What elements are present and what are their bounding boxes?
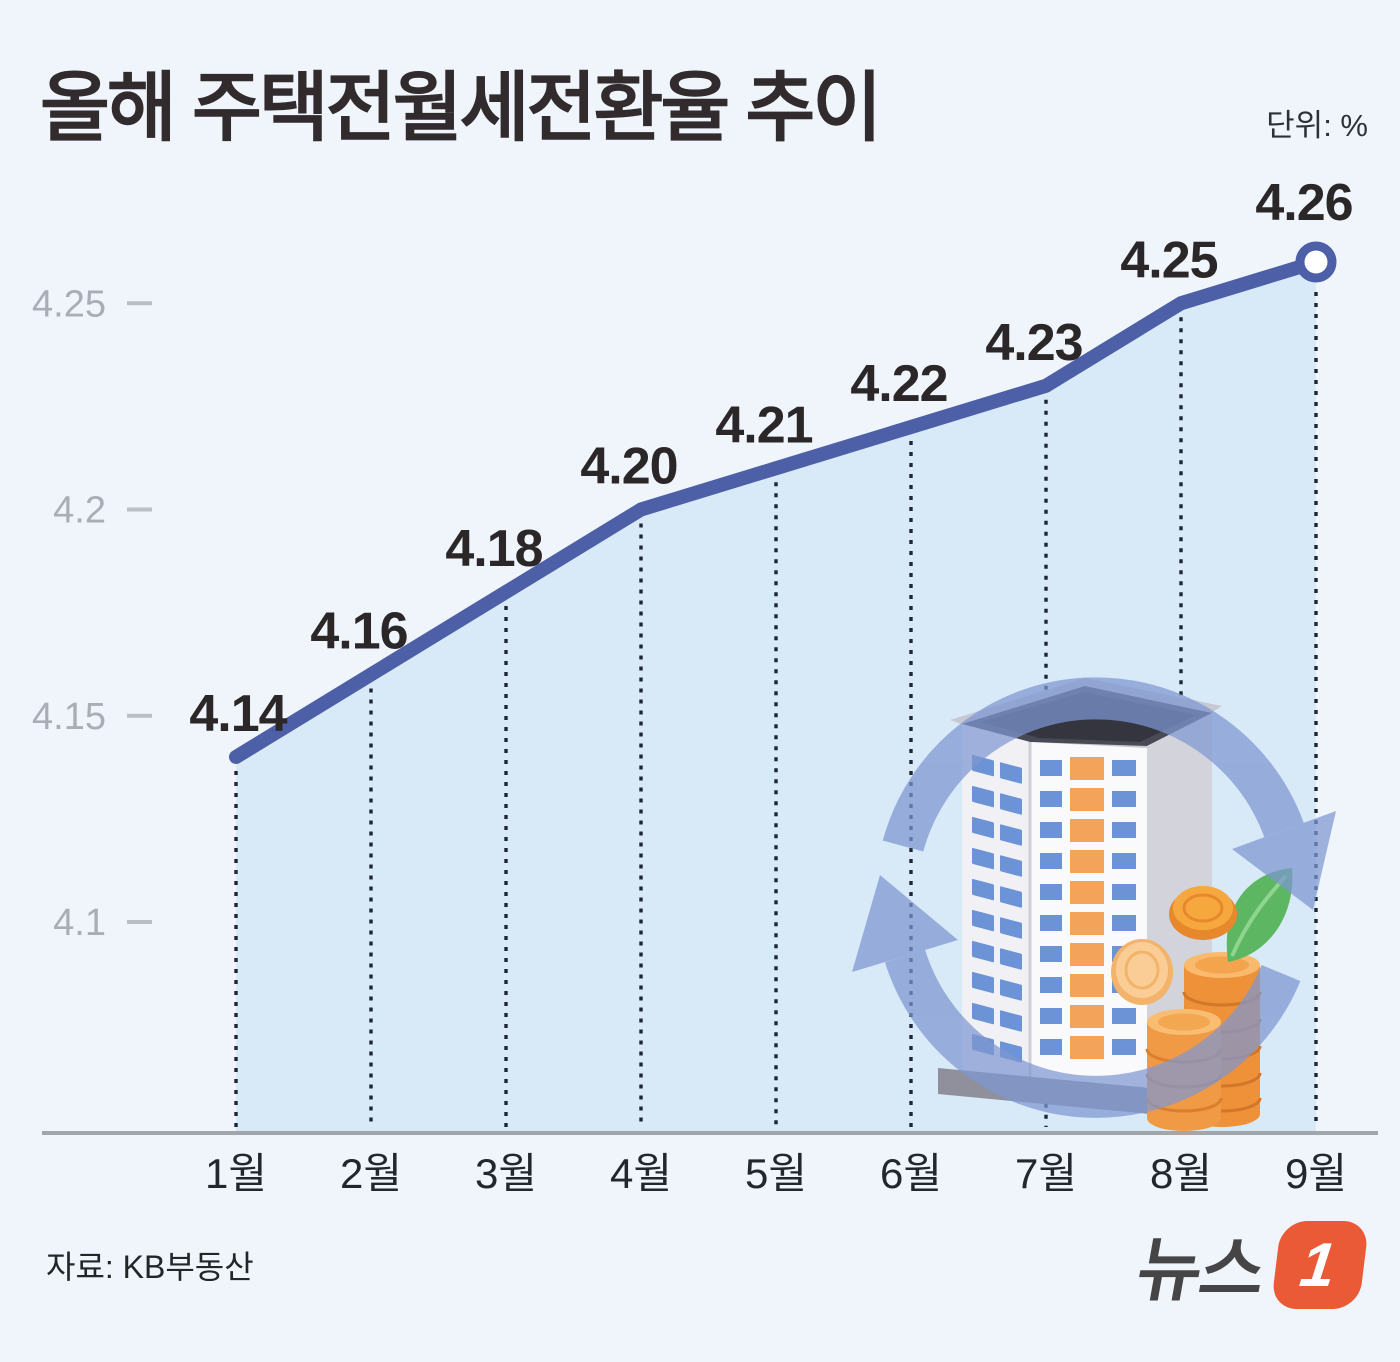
source-label: 자료: KB부동산 [46,1249,254,1285]
news1-logo-mark: 1 [1270,1220,1370,1309]
svg-text:7월: 7월 [1015,1150,1077,1197]
page-title: 올해 주택전월세전환율 추이 [40,66,882,151]
svg-text:4.21: 4.21 [715,396,812,454]
trend-line [229,241,1337,764]
x-axis: 1월 2월 3월 4월 5월 6월 7월 8월 9월 [42,1131,1378,1197]
svg-text:4.18: 4.18 [445,520,542,578]
news1-logo: 뉴스 1 [1131,1214,1370,1315]
svg-text:9월: 9월 [1285,1150,1347,1197]
svg-text:4.22: 4.22 [850,355,947,413]
value-labels: 4.14 4.16 4.18 4.20 4.21 4.22 4.23 4.25 4.26 [189,174,1353,743]
coin-light [1111,939,1173,1005]
unit-label: 단위: % [1266,108,1368,143]
svg-text:1월: 1월 [205,1150,267,1197]
coin-upper [1169,886,1237,940]
y-axis-ticks: 4.25 4.2 4.15 4.1 [32,283,152,944]
svg-text:5월: 5월 [745,1150,807,1197]
svg-text:3월: 3월 [475,1150,537,1197]
svg-text:4.16: 4.16 [310,603,407,661]
svg-text:4.23: 4.23 [985,314,1082,372]
svg-text:4.25: 4.25 [1120,231,1217,289]
news1-logo-number: 1 [1296,1230,1340,1299]
svg-text:4.15: 4.15 [32,696,106,738]
news1-logo-text: 뉴스 [1131,1231,1270,1309]
svg-text:4월: 4월 [610,1150,672,1197]
svg-text:4.2: 4.2 [53,490,106,532]
svg-text:4.26: 4.26 [1255,174,1352,232]
svg-text:8월: 8월 [1150,1150,1212,1197]
svg-text:2월: 2월 [340,1150,402,1197]
svg-text:4.20: 4.20 [580,438,677,496]
svg-text:4.14: 4.14 [189,685,287,743]
svg-text:4.25: 4.25 [32,283,106,325]
svg-text:4.1: 4.1 [53,902,106,944]
leaf-icon [1226,868,1293,962]
building-windows-left [972,754,1022,1063]
cycle-arrows-icon [852,677,1336,1118]
svg-text:6월: 6월 [880,1150,942,1197]
building-coins-illustration [852,677,1336,1131]
